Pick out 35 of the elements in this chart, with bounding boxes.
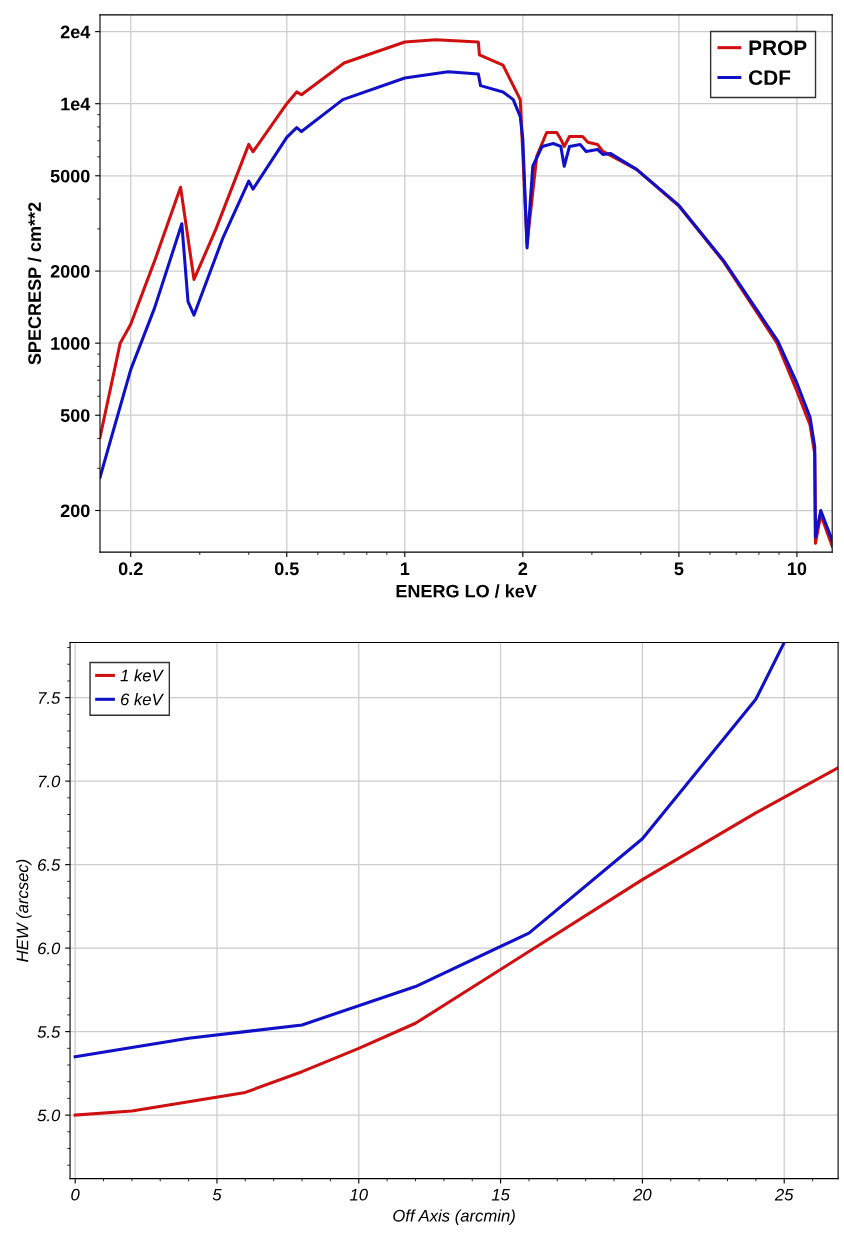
y-tick-label: 7.5 [38,692,61,704]
y-tick-label: 500 [60,409,90,422]
x-tick-label: 5 [212,1188,222,1201]
y-tick-label: 1000 [51,337,90,350]
legend-label: CDF [749,70,791,85]
y-tick-label: 6.0 [38,942,61,955]
line-series [73,766,839,1117]
legend-label: PROP [749,40,807,56]
x-tick-label: 5 [674,562,684,576]
x-tick-label: 0.2 [118,562,143,576]
x-tick-label: 0 [71,1188,80,1201]
x-tick-label: 0.5 [274,562,299,576]
y-tick-label: 200 [60,504,90,518]
x-tick-label: 25 [774,1188,794,1201]
x-tick-label: 15 [491,1188,510,1201]
y-tick-label: 2e4 [60,25,91,39]
x-tick-label: 1 [400,562,410,575]
y-tick-label: 5.5 [37,1026,61,1038]
x-tick-label: 2 [518,562,528,575]
y-axis-title: HEW (arcsec) [16,859,32,962]
x-axis-title: ENERG LO / keV [396,584,537,598]
y-tick-label: 5.0 [37,1109,61,1122]
legend-label: 6 keV [120,693,164,706]
x-axis-title: Off Axis (arcmin) [393,1209,515,1225]
y-tick-label: 2000 [50,265,90,278]
line-series [73,642,786,1059]
y-axis-title: SPECRESP / cm**2 [27,202,42,365]
y-tick-label: 1e4 [61,97,91,111]
x-tick-label: 10 [349,1188,368,1201]
legend-label: 1 keV [120,669,164,682]
x-tick-label: 10 [788,562,807,576]
y-tick-label: 7.0 [38,775,61,788]
y-tick-label: 5000 [50,169,90,183]
x-tick-label: 20 [633,1188,652,1201]
y-tick-label: 6.5 [38,859,61,871]
